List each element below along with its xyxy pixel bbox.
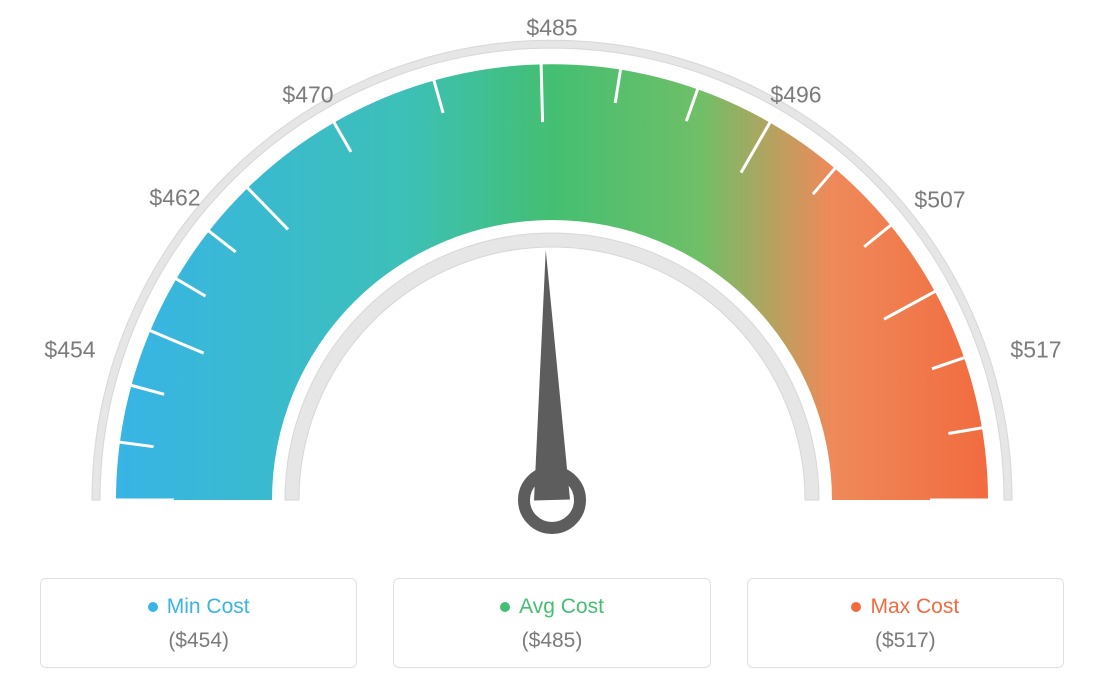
gauge-tick-label: $454 <box>44 337 95 364</box>
gauge-chart: $454 $462 $470 $485 $496 $507 $517 <box>0 0 1104 560</box>
gauge-tick-label: $517 <box>1010 337 1061 364</box>
legend-card-max: Max Cost ($517) <box>747 578 1064 668</box>
legend-title: Max Cost <box>851 595 959 619</box>
legend-dot-icon <box>148 602 158 612</box>
legend-title: Avg Cost <box>500 595 604 619</box>
gauge-tick-label: $462 <box>149 185 200 212</box>
legend-title-text: Avg Cost <box>519 595 604 619</box>
gauge-svg <box>0 0 1104 560</box>
legend-title-text: Min Cost <box>167 595 250 619</box>
legend-title-text: Max Cost <box>870 595 959 619</box>
legend-dot-icon <box>500 602 510 612</box>
gauge-needle <box>534 250 570 500</box>
legend-title: Min Cost <box>148 595 250 619</box>
gauge-major-tick <box>541 62 542 122</box>
legend-card-min: Min Cost ($454) <box>40 578 357 668</box>
gauge-tick-label: $485 <box>526 15 577 42</box>
gauge-tick-label: $470 <box>282 82 333 109</box>
legend-value: ($454) <box>51 629 346 653</box>
gauge-tick-label: $496 <box>770 82 821 109</box>
legend-dot-icon <box>851 602 861 612</box>
legend-value: ($517) <box>758 629 1053 653</box>
legend-row: Min Cost ($454) Avg Cost ($485) Max Cost ($51… <box>40 578 1064 668</box>
gauge-tick-label: $507 <box>914 187 965 214</box>
legend-card-avg: Avg Cost ($485) <box>393 578 710 668</box>
legend-value: ($485) <box>404 629 699 653</box>
